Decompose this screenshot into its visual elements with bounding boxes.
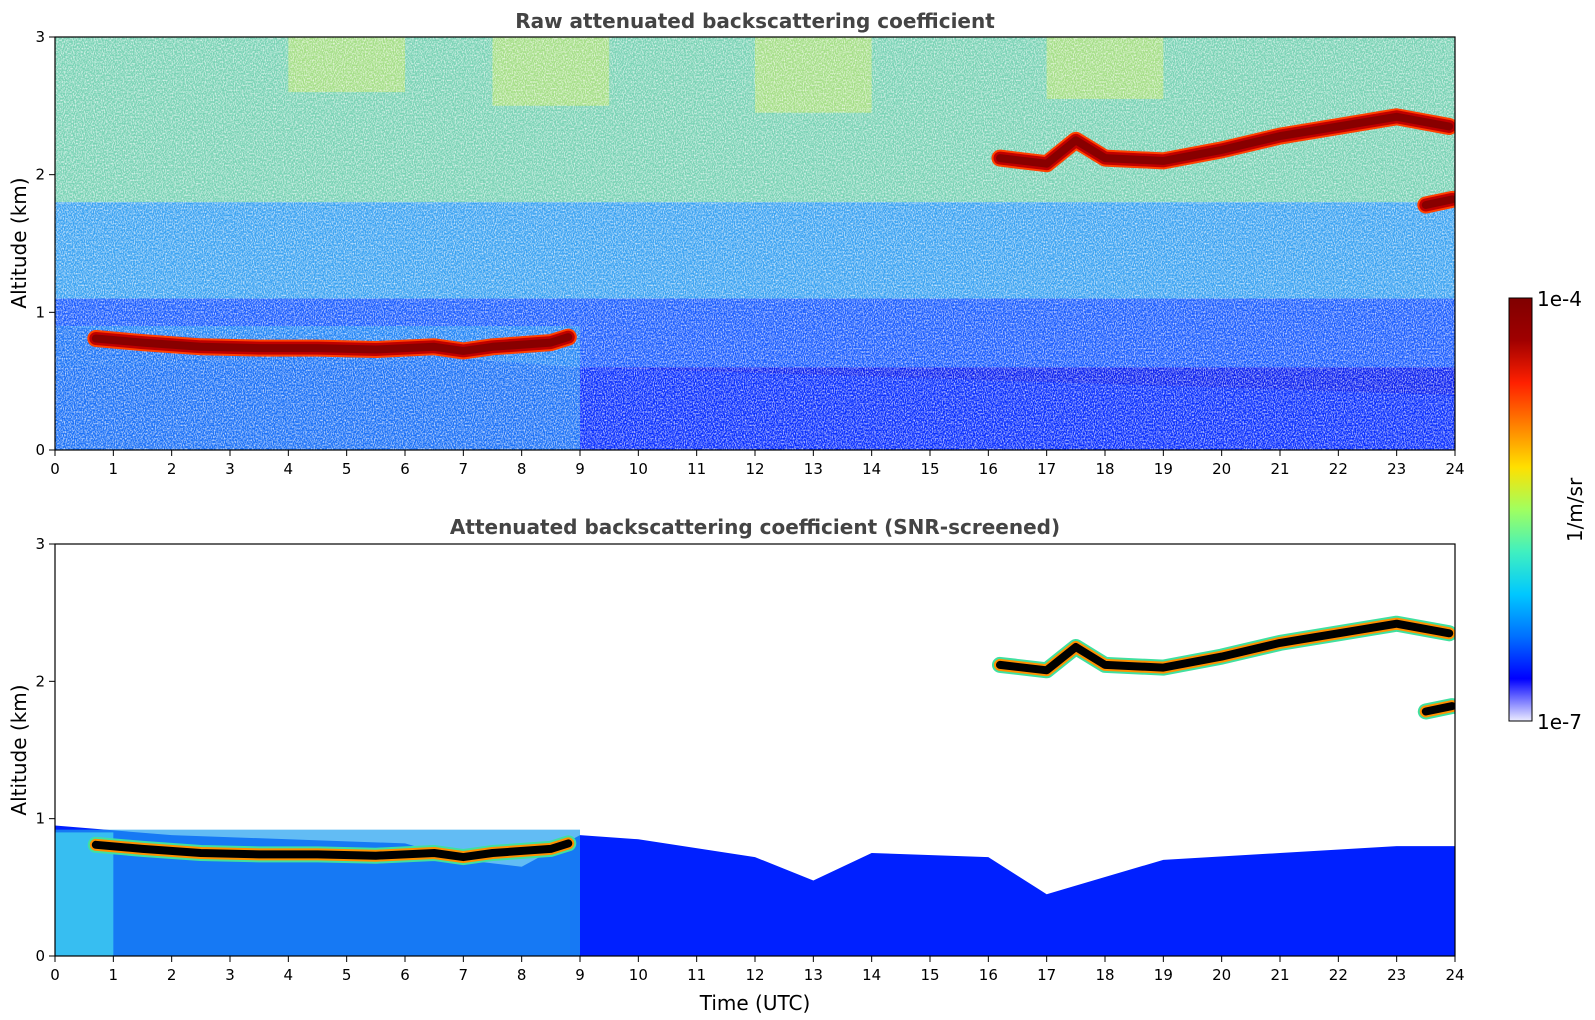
x-tick-label: 14	[862, 460, 881, 478]
x-tick-label: 13	[804, 460, 823, 478]
panel-raw-ylabel: Altitude (km)	[7, 177, 31, 308]
x-tick-label: 10	[629, 966, 648, 984]
panel-screened-ylabel: Altitude (km)	[7, 684, 31, 815]
y-tick-label: 2	[35, 672, 45, 690]
cloud-layer	[996, 619, 1454, 675]
x-tick-label: 5	[342, 460, 352, 478]
panel-screened: Attenuated backscattering coefficient (S…	[7, 515, 1465, 1015]
x-tick-label: 23	[1387, 460, 1406, 478]
x-tick-label: 3	[225, 460, 235, 478]
panel-raw-field	[55, 37, 1455, 450]
x-tick-label: 2	[167, 460, 177, 478]
panel-screened-xlabel: Time (UTC)	[699, 991, 811, 1015]
x-tick-label: 21	[1270, 460, 1289, 478]
x-tick-label: 15	[920, 460, 939, 478]
x-tick-label: 12	[745, 966, 764, 984]
x-tick-label: 22	[1329, 460, 1348, 478]
y-tick-label: 0	[35, 441, 45, 459]
x-tick-label: 1	[109, 966, 119, 984]
panel-raw: Raw attenuated backscattering coefficien…	[7, 9, 1465, 478]
x-tick-label: 7	[459, 460, 469, 478]
x-tick-label: 2	[167, 966, 177, 984]
colorbar-min-label: 1e-7	[1537, 710, 1582, 734]
y-tick-label: 1	[35, 810, 45, 828]
y-tick-label: 2	[35, 166, 45, 184]
cloud-layer	[1421, 702, 1455, 716]
x-tick-label: 9	[575, 460, 585, 478]
x-tick-label: 3	[225, 966, 235, 984]
x-tick-label: 10	[629, 460, 648, 478]
colorbar-max-label: 1e-4	[1537, 287, 1582, 311]
colorbar: 1e-4 1e-7 1/m/sr	[1508, 287, 1587, 734]
x-tick-label: 13	[804, 966, 823, 984]
colorbar-bar	[1508, 297, 1533, 722]
x-tick-label: 4	[284, 460, 294, 478]
cloud-layer	[91, 333, 573, 355]
x-tick-label: 18	[1095, 460, 1114, 478]
x-tick-label: 24	[1445, 460, 1464, 478]
x-tick-label: 1	[109, 460, 119, 478]
y-tick-label: 3	[35, 28, 45, 46]
x-tick-label: 11	[687, 460, 706, 478]
x-tick-label: 16	[979, 966, 998, 984]
x-tick-label: 8	[517, 460, 527, 478]
y-tick-label: 1	[35, 303, 45, 321]
cloud-layer	[996, 112, 1454, 168]
y-tick-label: 3	[35, 535, 45, 553]
cloud-layer	[91, 839, 573, 862]
x-tick-label: 17	[1037, 966, 1056, 984]
panel-screened-title: Attenuated backscattering coefficient (S…	[450, 515, 1060, 539]
y-tick-label: 0	[35, 947, 45, 965]
x-tick-label: 16	[979, 460, 998, 478]
cloud-layer	[1421, 195, 1455, 209]
x-tick-label: 6	[400, 966, 410, 984]
x-tick-label: 0	[50, 460, 60, 478]
x-tick-label: 5	[342, 966, 352, 984]
x-tick-label: 4	[284, 966, 294, 984]
panel-screened-field	[55, 544, 1455, 956]
x-tick-label: 19	[1154, 460, 1173, 478]
x-tick-label: 17	[1037, 460, 1056, 478]
x-tick-label: 15	[920, 966, 939, 984]
x-tick-label: 22	[1329, 966, 1348, 984]
x-tick-label: 8	[517, 966, 527, 984]
x-tick-label: 9	[575, 966, 585, 984]
x-tick-label: 6	[400, 460, 410, 478]
x-tick-label: 7	[459, 966, 469, 984]
panel-raw-title: Raw attenuated backscattering coefficien…	[515, 9, 995, 33]
x-tick-label: 11	[687, 966, 706, 984]
x-tick-label: 18	[1095, 966, 1114, 984]
colorbar-unit-label: 1/m/sr	[1563, 477, 1587, 542]
x-tick-label: 19	[1154, 966, 1173, 984]
x-tick-label: 0	[50, 966, 60, 984]
x-tick-label: 20	[1212, 460, 1231, 478]
x-tick-label: 12	[745, 460, 764, 478]
x-tick-label: 20	[1212, 966, 1231, 984]
x-tick-label: 23	[1387, 966, 1406, 984]
x-tick-label: 14	[862, 966, 881, 984]
x-tick-label: 24	[1445, 966, 1464, 984]
x-tick-label: 21	[1270, 966, 1289, 984]
